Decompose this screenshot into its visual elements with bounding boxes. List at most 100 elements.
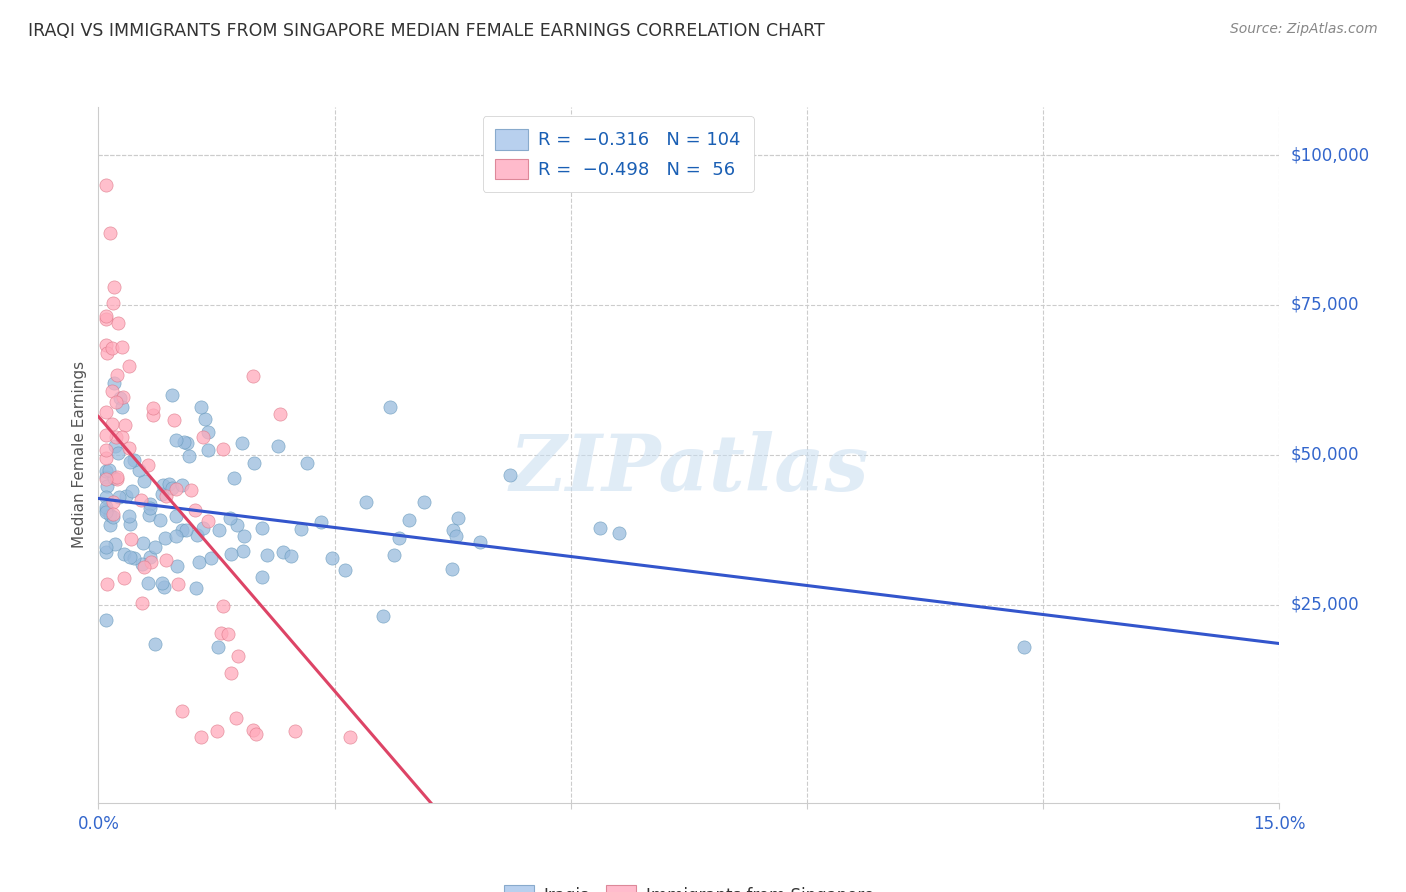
Point xyxy=(142,401,165,415)
Point xyxy=(107,470,129,484)
Point xyxy=(589,521,612,535)
Text: $100,000: $100,000 xyxy=(1291,146,1369,164)
Point xyxy=(152,477,174,491)
Point xyxy=(121,532,143,546)
Point xyxy=(498,468,520,483)
Point xyxy=(107,316,129,330)
Point xyxy=(212,599,235,613)
Point xyxy=(153,531,176,545)
Point xyxy=(186,581,208,595)
Point xyxy=(222,471,245,485)
Y-axis label: Median Female Earnings: Median Female Earnings xyxy=(72,361,87,549)
Point xyxy=(242,456,264,470)
Point xyxy=(96,503,118,517)
Text: IRAQI VS IMMIGRANTS FROM SINGAPORE MEDIAN FEMALE EARNINGS CORRELATION CHART: IRAQI VS IMMIGRANTS FROM SINGAPORE MEDIA… xyxy=(28,22,825,40)
Point xyxy=(242,723,264,738)
Point xyxy=(166,577,188,591)
Point xyxy=(217,627,239,641)
Point xyxy=(225,518,247,533)
Point xyxy=(212,442,235,457)
Point xyxy=(120,455,142,469)
Point xyxy=(333,563,356,577)
Point xyxy=(96,178,118,192)
Point xyxy=(98,463,121,477)
Point xyxy=(96,541,118,555)
Point xyxy=(111,390,134,404)
Point xyxy=(96,428,118,442)
Point xyxy=(129,493,152,508)
Point xyxy=(101,510,124,524)
Point xyxy=(232,544,254,558)
Point xyxy=(173,434,195,449)
Point xyxy=(143,540,166,554)
Point xyxy=(96,443,118,458)
Point xyxy=(162,481,184,495)
Point xyxy=(104,439,127,453)
Point xyxy=(166,559,188,574)
Legend: Iraqis, Immigrants from Singapore: Iraqis, Immigrants from Singapore xyxy=(492,874,886,892)
Point xyxy=(115,489,138,503)
Point xyxy=(207,640,229,654)
Point xyxy=(142,408,165,422)
Point xyxy=(150,487,173,501)
Point xyxy=(165,508,187,523)
Point xyxy=(269,407,291,421)
Point xyxy=(118,359,141,373)
Point xyxy=(103,470,125,484)
Point xyxy=(98,226,121,240)
Point xyxy=(179,449,201,463)
Point xyxy=(121,483,143,498)
Point xyxy=(112,571,135,585)
Point xyxy=(190,401,212,415)
Point xyxy=(96,450,118,465)
Point xyxy=(339,730,361,744)
Point xyxy=(170,524,193,538)
Point xyxy=(208,523,231,537)
Point xyxy=(219,547,242,561)
Point xyxy=(441,562,464,576)
Point xyxy=(441,524,464,538)
Text: ZIPatlas: ZIPatlas xyxy=(509,431,869,507)
Point xyxy=(138,508,160,523)
Point xyxy=(157,476,180,491)
Point xyxy=(225,711,247,725)
Point xyxy=(107,490,129,504)
Point xyxy=(128,462,150,476)
Point xyxy=(96,404,118,418)
Point xyxy=(233,529,256,543)
Point xyxy=(149,513,172,527)
Point xyxy=(382,549,405,563)
Point xyxy=(200,550,222,565)
Point xyxy=(96,505,118,519)
Point xyxy=(176,436,198,450)
Point xyxy=(226,649,249,664)
Point xyxy=(607,525,630,540)
Point xyxy=(174,523,197,537)
Point xyxy=(98,517,121,532)
Point xyxy=(280,549,302,563)
Point xyxy=(111,430,134,444)
Point xyxy=(191,521,214,535)
Point xyxy=(188,555,211,569)
Point xyxy=(112,547,135,561)
Point xyxy=(205,723,228,738)
Point xyxy=(186,527,208,541)
Point xyxy=(139,550,162,565)
Point xyxy=(284,723,307,738)
Point xyxy=(105,472,128,486)
Point xyxy=(96,346,118,360)
Point xyxy=(132,560,155,574)
Point xyxy=(250,521,273,535)
Point xyxy=(108,391,131,405)
Point xyxy=(132,535,155,549)
Point xyxy=(131,557,153,571)
Point xyxy=(388,531,411,545)
Point xyxy=(96,464,118,478)
Point xyxy=(105,430,128,444)
Text: Source: ZipAtlas.com: Source: ZipAtlas.com xyxy=(1230,22,1378,37)
Point xyxy=(297,456,319,470)
Text: $25,000: $25,000 xyxy=(1291,596,1360,614)
Point xyxy=(103,280,125,294)
Point xyxy=(98,508,121,523)
Point xyxy=(107,446,129,460)
